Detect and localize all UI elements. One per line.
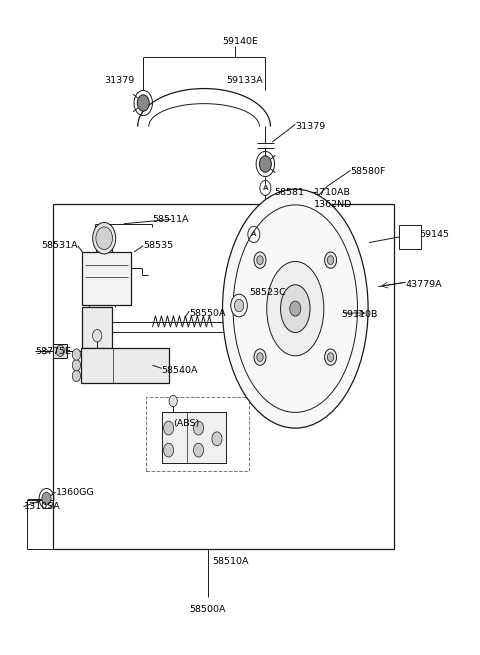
Ellipse shape	[267, 261, 324, 356]
Ellipse shape	[223, 189, 368, 428]
Circle shape	[93, 329, 102, 342]
Ellipse shape	[280, 285, 310, 333]
Circle shape	[169, 396, 177, 407]
Text: 58523C: 58523C	[249, 288, 286, 297]
Circle shape	[164, 443, 174, 457]
Text: 58510A: 58510A	[213, 557, 249, 566]
Text: 58775E: 58775E	[35, 347, 71, 356]
Bar	[145, 397, 249, 471]
Circle shape	[324, 349, 336, 365]
Circle shape	[290, 301, 301, 316]
Text: A: A	[263, 185, 268, 191]
Text: 58500A: 58500A	[190, 605, 226, 614]
Circle shape	[96, 227, 112, 250]
Bar	[96, 238, 112, 252]
Bar	[83, 307, 112, 348]
Circle shape	[234, 299, 244, 312]
Circle shape	[72, 370, 81, 382]
Text: 31379: 31379	[104, 76, 134, 85]
Text: (ABS): (ABS)	[173, 419, 199, 428]
Circle shape	[231, 294, 247, 317]
Text: 59110B: 59110B	[341, 310, 378, 320]
Text: 1310SA: 1310SA	[24, 502, 60, 511]
Circle shape	[72, 349, 81, 360]
Circle shape	[72, 360, 81, 371]
Text: 1360GG: 1360GG	[56, 488, 94, 496]
Circle shape	[212, 432, 222, 445]
Circle shape	[42, 493, 51, 505]
Circle shape	[193, 443, 204, 457]
Text: 58540A: 58540A	[162, 365, 198, 375]
Text: 58550A: 58550A	[189, 309, 226, 318]
Circle shape	[324, 252, 336, 269]
Circle shape	[193, 421, 204, 435]
Text: 1362ND: 1362ND	[314, 200, 352, 210]
Circle shape	[259, 156, 271, 172]
Text: 58511A: 58511A	[153, 215, 189, 224]
Text: 43779A: 43779A	[406, 280, 443, 290]
Circle shape	[327, 255, 334, 265]
Text: 59145: 59145	[420, 230, 450, 239]
Text: 59140E: 59140E	[222, 37, 258, 46]
Bar	[81, 348, 168, 383]
Circle shape	[327, 353, 334, 362]
Bar	[399, 225, 421, 249]
Circle shape	[254, 349, 266, 365]
Text: 58531A: 58531A	[41, 241, 78, 250]
Circle shape	[137, 95, 149, 111]
Text: 59133A: 59133A	[226, 76, 263, 85]
Circle shape	[93, 223, 116, 254]
Text: 58580F: 58580F	[350, 167, 386, 176]
Text: 58535: 58535	[143, 241, 173, 250]
Circle shape	[254, 252, 266, 269]
Circle shape	[164, 421, 174, 435]
Text: A: A	[251, 231, 256, 238]
Bar	[83, 252, 131, 305]
Text: 1710AB: 1710AB	[314, 188, 350, 196]
Circle shape	[257, 255, 263, 265]
Circle shape	[257, 353, 263, 362]
Bar	[53, 204, 395, 549]
Circle shape	[56, 345, 64, 356]
Text: 31379: 31379	[295, 122, 325, 131]
Bar	[53, 344, 67, 358]
Text: 58581: 58581	[275, 188, 304, 196]
Bar	[162, 413, 226, 462]
